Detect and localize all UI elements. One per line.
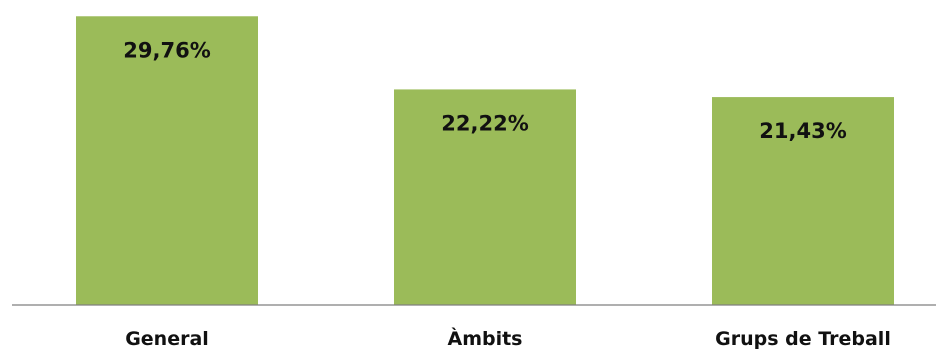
category-labels-group: General Àmbits Grups de Treball [125, 327, 891, 350]
bar-0 [76, 16, 258, 306]
bar-2 [712, 97, 894, 305]
category-label-1: Àmbits [447, 327, 522, 350]
bar-value-label-0: 29,76% [123, 38, 210, 62]
bar-1 [394, 89, 576, 306]
category-label-2: Grups de Treball [715, 328, 891, 350]
value-labels-group: 29,76% 22,22% 21,43% [123, 38, 846, 143]
bar-value-label-2: 21,43% [759, 119, 846, 143]
bar-value-label-1: 22,22% [441, 111, 528, 135]
bars-group [76, 16, 894, 306]
category-label-0: General [125, 328, 209, 350]
